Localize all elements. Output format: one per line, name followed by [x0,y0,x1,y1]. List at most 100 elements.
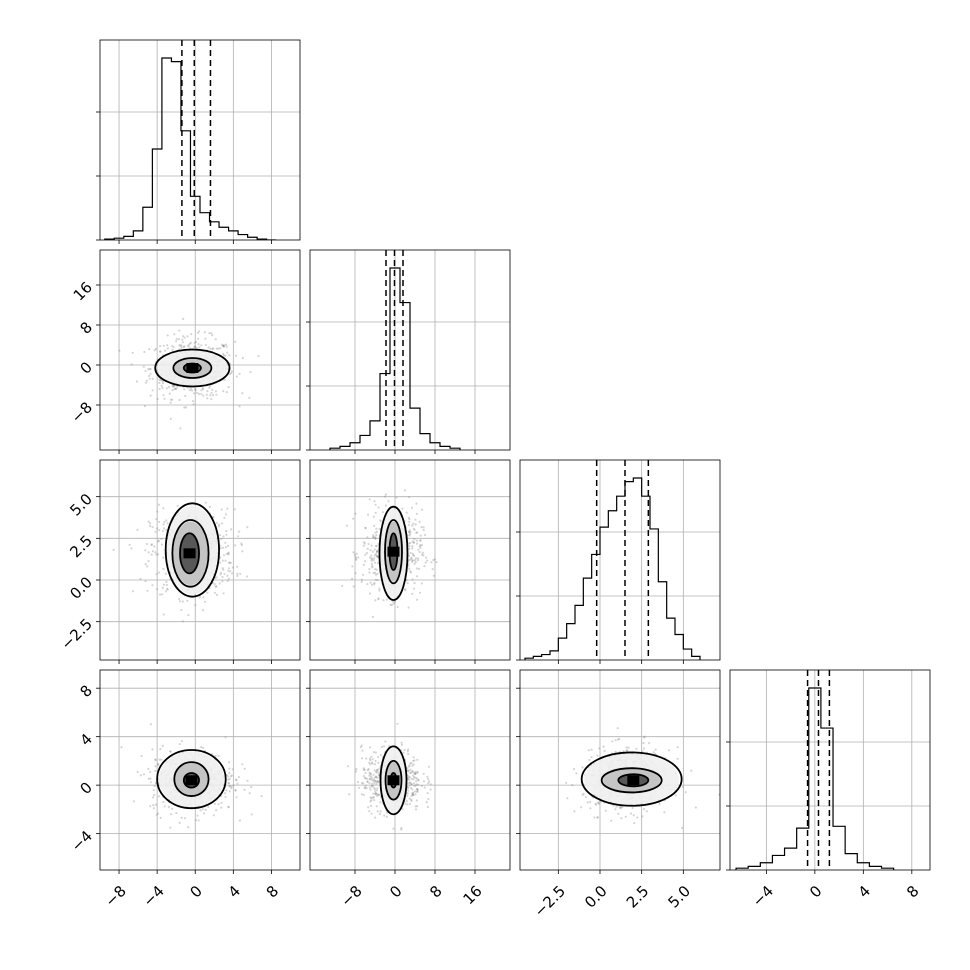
histogram-0 [104,57,277,240]
scatter-point [132,800,135,803]
scatter-point [414,518,417,521]
scatter-point [429,783,432,786]
scatter-point [236,782,239,785]
scatter-point [384,740,387,743]
scatter-point [225,391,228,394]
scatter-point [376,793,379,796]
scatter-point [376,555,379,558]
scatter-point [427,798,430,801]
y-tick-label: 4 [77,730,96,749]
scatter-point [414,790,417,793]
scatter-point [416,788,419,791]
scatter-point [163,520,166,524]
scatter-point [225,789,228,792]
scatter-point [415,539,419,542]
scatter-point [641,815,644,818]
scatter-point [411,770,414,774]
scatter-point [156,397,159,401]
scatter-point [228,777,231,781]
density-peak [627,775,640,786]
scatter-point [376,776,379,780]
scatter-point [239,572,242,575]
scatter-point [413,771,416,774]
scatter-point [183,817,186,820]
scatter-point [411,792,414,795]
scatter-point [219,534,222,537]
contour-level [378,505,409,601]
scatter-point [416,788,419,791]
scatter-point [166,344,169,347]
scatter-point [618,737,621,741]
scatter-point [156,510,159,513]
scatter-point [407,752,410,756]
scatter-point [248,792,251,795]
scatter-point [189,341,192,344]
y-tick-label: −8 [68,398,96,426]
scatter-point [676,757,679,760]
scatter-point [360,578,364,581]
scatter-point [139,774,142,777]
scatter-point [420,544,423,547]
scatter-point [151,550,154,553]
scatter-point [159,378,162,381]
scatter-point [416,790,419,793]
scatter-point [374,759,377,763]
scatter-point [414,793,417,796]
scatter-point [131,351,134,354]
scatter-point [142,773,145,776]
scatter-point [231,566,234,569]
scatter-point [614,739,617,742]
scatter-point [228,785,231,788]
scatter-point [236,574,239,578]
scatter-point [426,805,429,809]
scatter-point [426,792,429,795]
x-tick-label: 8 [903,882,922,901]
panel-0-0 [96,39,301,244]
scatter-point [154,759,157,762]
scatter-point [412,763,415,766]
scatter-point [204,337,207,340]
scatter-point [406,792,409,795]
scatter-point [383,495,386,498]
scatter-point [358,786,361,790]
scatter-point [364,787,367,790]
scatter-point [374,775,377,778]
scatter-point [163,805,166,808]
scatter-point [415,502,418,505]
scatter-point [636,816,639,819]
scatter-point [201,387,204,390]
scatter-point [419,544,422,547]
scatter-point [147,559,150,563]
scatter-point [354,512,357,515]
scatter-point [367,513,370,516]
scatter-point [411,552,414,555]
scatter-point [409,771,413,774]
scatter-point [222,535,225,538]
scatter-point [158,758,161,761]
scatter-point [373,571,377,574]
contour-level [388,532,399,571]
density-peak [387,775,400,786]
scatter-point [217,525,220,528]
scatter-point [235,375,238,378]
scatter-point [416,805,419,808]
scatter-point [411,770,414,773]
scatter-point [221,352,225,355]
scatter-point [417,783,420,787]
scatter-point [179,427,182,430]
scatter-point [157,503,161,506]
scatter-point [414,808,418,811]
scatter-point [187,614,190,617]
scatter-point [222,344,226,347]
scatter-point [153,545,156,548]
scatter-point [617,738,620,741]
scatter-point [412,756,415,759]
scatter-point [215,347,218,350]
scatter-point [214,338,217,341]
scatter-point [217,803,220,806]
scatter-point [215,809,218,812]
scatter-point [407,775,410,778]
scatter-point [224,513,227,516]
scatter-point [149,372,152,375]
scatter-point [422,529,425,532]
